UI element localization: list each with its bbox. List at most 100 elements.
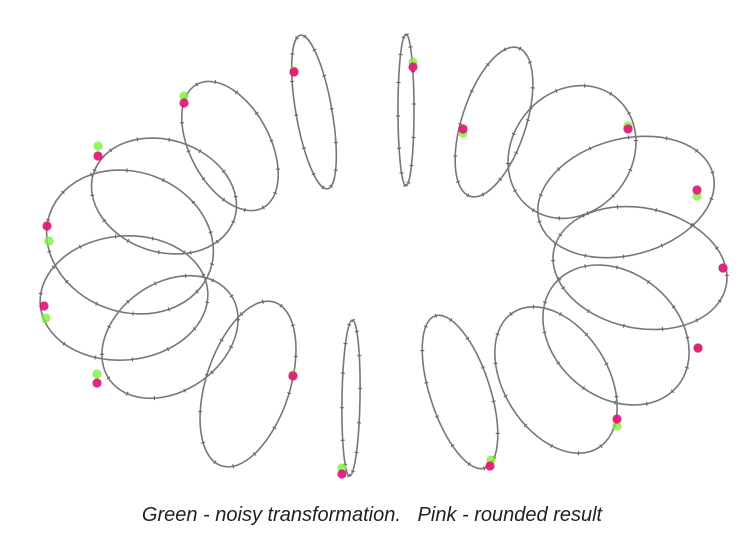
ellipse-tick <box>498 177 503 182</box>
ellipse-tick <box>529 106 533 110</box>
rounded-point-marker <box>408 62 418 72</box>
ellipse-tick <box>232 464 235 469</box>
ellipse-tick <box>231 220 236 224</box>
orbit-ellipse <box>90 137 238 255</box>
ellipse-tick <box>611 194 615 198</box>
ellipse-tick <box>527 61 533 64</box>
ellipse-tick <box>168 137 171 142</box>
ellipse-tick <box>321 185 325 190</box>
ellipse-tick <box>204 373 209 377</box>
ellipse-tick <box>51 265 56 269</box>
ellipse-tick <box>287 391 292 395</box>
ellipse-tick <box>670 389 675 394</box>
ellipse-tick <box>628 168 633 172</box>
ellipse-tick <box>195 289 199 294</box>
ellipse-tick <box>109 148 113 153</box>
ellipse-group <box>38 33 729 478</box>
ellipse-tick <box>166 347 170 352</box>
ellipse-tick <box>645 401 648 406</box>
ellipse-tick <box>221 197 226 202</box>
ellipse-tick <box>406 181 411 184</box>
ellipse-tick <box>201 177 206 181</box>
orbit-ellipse <box>341 319 361 477</box>
ellipse-tick <box>709 197 714 201</box>
orbit-ellipse <box>199 300 297 468</box>
ellipse-tick <box>167 307 171 312</box>
ellipse-tick <box>350 470 355 473</box>
ellipse-tick <box>205 301 210 304</box>
ellipse-tick <box>208 231 213 234</box>
ellipse-tick <box>469 89 474 93</box>
rounded-point-marker <box>289 67 299 77</box>
ellipse-tick <box>537 220 542 223</box>
ellipse-tick <box>556 167 561 171</box>
rounded-point-marker <box>458 124 468 134</box>
ellipse-tick <box>558 233 563 237</box>
ellipse-tick <box>450 444 455 448</box>
ellipse-tick <box>405 33 410 37</box>
orbit-ellipse <box>552 205 728 331</box>
ellipse-tick <box>126 299 130 304</box>
ellipse-tick <box>550 443 553 448</box>
ellipse-tick <box>622 323 625 328</box>
ellipse-tick <box>346 473 351 478</box>
ellipse-tick <box>192 327 197 331</box>
rounded-point-marker <box>337 469 347 479</box>
ellipse-tick <box>465 336 470 340</box>
ellipse-tick <box>210 370 214 375</box>
ellipse-tick <box>514 151 519 155</box>
ellipse-tick <box>92 168 97 172</box>
orbit-ellipse <box>180 80 280 212</box>
ellipse-tick <box>646 279 651 284</box>
ellipse-tick <box>61 190 65 195</box>
ellipse-tick <box>214 79 217 85</box>
rounded-point-marker <box>612 414 622 424</box>
rounded-point-marker <box>93 151 103 161</box>
ellipse-tick <box>195 82 199 87</box>
ellipse-tick <box>503 47 507 52</box>
noisy-point-marker <box>179 91 189 101</box>
ellipse-tick <box>102 218 107 223</box>
ellipse-tick <box>614 400 617 405</box>
ellipse-tick <box>627 135 630 140</box>
ellipse-tick <box>671 305 676 309</box>
ellipse-tick <box>162 178 165 183</box>
orbit-ellipse <box>39 235 209 361</box>
ellipse-tick <box>401 36 406 39</box>
ellipse-tick <box>234 90 239 95</box>
rounded-point-marker <box>179 98 189 108</box>
ellipse-tick <box>538 193 543 197</box>
ellipse-tick <box>354 330 359 333</box>
ellipse-tick <box>485 62 490 67</box>
rounded-point-marker <box>693 343 703 353</box>
ellipse-tick <box>301 147 306 150</box>
ellipse-tick <box>213 460 217 465</box>
ellipse-tick <box>233 195 238 198</box>
rounded-point-marker <box>623 124 633 134</box>
ellipse-tick <box>106 376 111 380</box>
ellipse-tick <box>45 218 51 221</box>
rounded-point-marker <box>718 263 728 273</box>
ellipse-tick <box>615 265 618 270</box>
ellipse-tick <box>614 395 619 398</box>
ellipse-tick <box>710 171 715 174</box>
rounded-point-marker <box>485 461 495 471</box>
ellipse-tick <box>62 341 66 346</box>
ellipse-tick <box>64 279 69 284</box>
ellipse-tick <box>125 391 129 396</box>
noisy-point-marker <box>92 369 102 379</box>
ellipse-tick <box>303 34 307 39</box>
ellipse-tick <box>423 325 428 328</box>
orbit-ellipse <box>101 274 239 400</box>
ellipse-tick <box>294 114 299 117</box>
ellipse-tick <box>503 394 508 398</box>
noisy-point-marker <box>93 141 103 151</box>
ellipse-tick <box>151 236 154 241</box>
ellipse-tick <box>209 263 215 266</box>
ellipse-tick <box>273 191 278 195</box>
ellipse-tick <box>106 325 111 329</box>
ellipse-tick <box>221 169 226 174</box>
ellipse-tick <box>458 122 463 125</box>
ellipse-tick <box>311 172 316 176</box>
ellipse-tick <box>586 309 590 314</box>
